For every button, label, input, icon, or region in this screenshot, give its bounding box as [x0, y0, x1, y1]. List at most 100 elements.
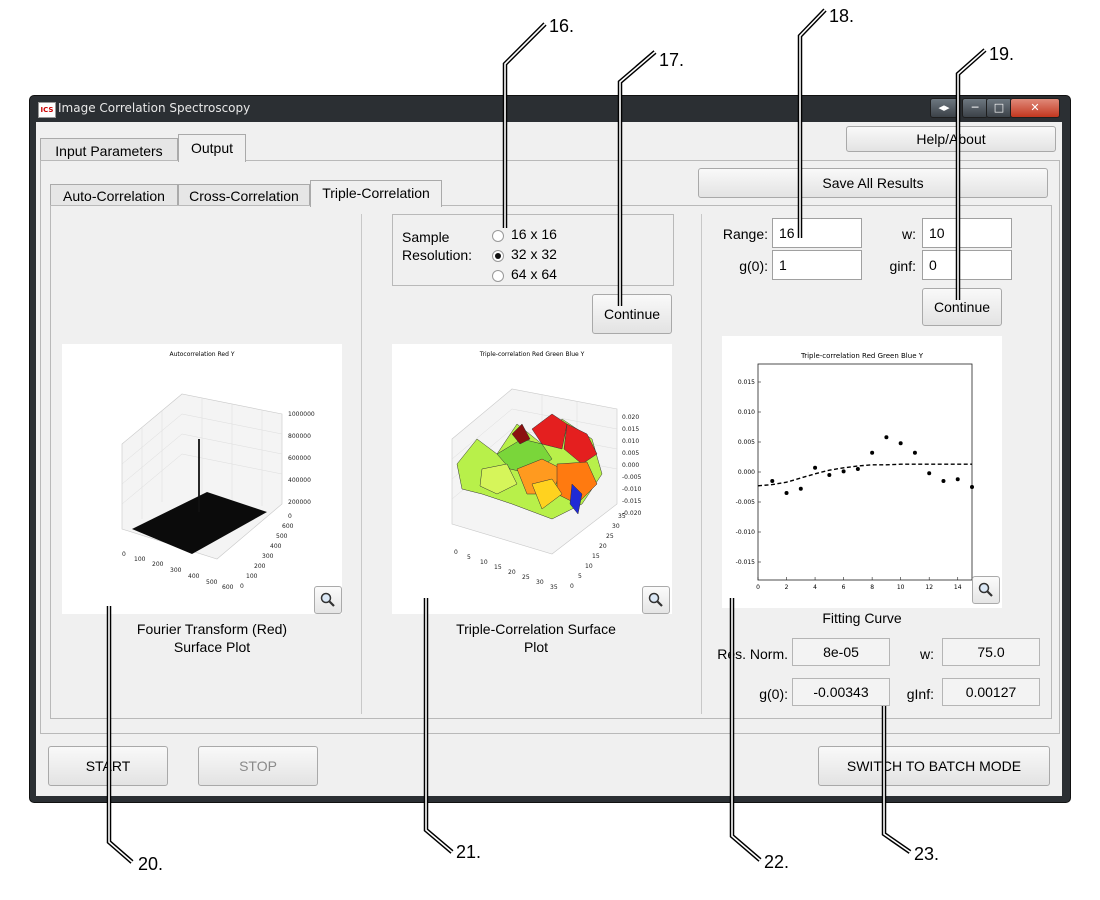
- radio-64x64[interactable]: [492, 270, 504, 282]
- close-icon[interactable]: ✕: [1010, 98, 1060, 118]
- title-bar[interactable]: ICS Image Correlation Spectroscopy ◂▸ ─ …: [30, 96, 1070, 122]
- w-label: w:: [902, 226, 916, 242]
- g0-input[interactable]: 1: [772, 250, 862, 280]
- tick-label: 400000: [288, 477, 311, 484]
- tick-label: 25: [606, 533, 614, 540]
- data-point: [970, 485, 974, 489]
- range-label: Range:: [722, 226, 768, 242]
- tick-label: -0.020: [622, 510, 642, 517]
- y-tick-label: 0.015: [738, 379, 755, 386]
- tab-input-parameters[interactable]: Input Parameters: [40, 138, 178, 161]
- callout-21: 21.: [456, 842, 481, 862]
- tick-label: 5: [578, 573, 582, 580]
- fitting-curve-svg: Triple-correlation Red Green Blue Y -0.0…: [736, 352, 974, 591]
- triple-correlation-surface-plot: Triple-correlation Red Green Blue Y: [392, 344, 672, 614]
- range-input[interactable]: 16: [772, 218, 862, 248]
- result-ginf-value: 0.00127: [942, 678, 1040, 706]
- tick-label: 200: [254, 563, 266, 570]
- tick-label: 0.015: [622, 426, 639, 433]
- tab-output[interactable]: Output: [178, 134, 246, 162]
- tick-label: 600000: [288, 455, 311, 462]
- triple-surface-svg: Triple-correlation Red Green Blue Y: [451, 351, 642, 591]
- tick-label: 15: [592, 553, 600, 560]
- tick-label: 0.010: [622, 438, 639, 445]
- radio-label: 64 x 64: [511, 266, 557, 282]
- y-axis-ticks: -0.015 -0.010 -0.005 0.000 0.005 0.010 0.015: [736, 379, 761, 566]
- y-tick-label: 0.005: [738, 439, 755, 446]
- y-tick-label: 0.000: [738, 469, 755, 476]
- surface-mesh: [456, 413, 603, 520]
- data-point: [955, 477, 960, 482]
- tick-label: 10: [480, 559, 488, 566]
- tick-label: 0: [570, 583, 574, 590]
- leader-lines-inner: [108, 9, 986, 863]
- x-tick-label: 14: [954, 584, 962, 591]
- callout-16: 16.: [549, 16, 574, 36]
- save-all-results-button[interactable]: Save All Results: [698, 168, 1048, 198]
- x-tick-label: 0: [756, 584, 760, 591]
- zoom-button-left[interactable]: [314, 586, 342, 614]
- subtab-auto-correlation[interactable]: Auto-Correlation: [50, 184, 178, 206]
- z-axis-ticks: 1000000 800000 600000 400000 200000 0: [288, 411, 315, 520]
- zoom-button-right[interactable]: [972, 576, 1000, 604]
- tick-label: -0.015: [622, 498, 642, 505]
- radio-label: 32 x 32: [511, 246, 557, 262]
- tick-label: 0: [122, 551, 126, 558]
- tick-label: 0: [240, 583, 244, 590]
- result-w-label: w:: [920, 646, 934, 662]
- fit-plot-title: Triple-correlation Red Green Blue Y: [800, 352, 924, 360]
- sample-resolution-group: [392, 214, 674, 286]
- radio-16x16[interactable]: [492, 230, 504, 242]
- continue-button-resolution[interactable]: Continue: [592, 294, 672, 334]
- left-plot-caption: Fourier Transform (Red) Surface Plot: [136, 621, 288, 655]
- result-g0-label: g(0):: [759, 686, 788, 702]
- fourier-surface-svg: Autocorrelation Red Y 1000000 800000 600…: [121, 351, 315, 591]
- resnorm-value: 8e-05: [792, 638, 890, 666]
- x-axis-ticks: 0 2 4 6 8 10 12 14: [756, 577, 962, 591]
- subtab-triple-correlation[interactable]: Triple-Correlation: [310, 180, 442, 207]
- tick-label: 0: [454, 549, 458, 556]
- x-tick-label: 10: [897, 584, 905, 591]
- zoom-button-mid[interactable]: [642, 586, 670, 614]
- tick-label: 25: [522, 574, 530, 581]
- data-point: [855, 467, 860, 471]
- tick-label: 1000000: [288, 411, 315, 418]
- tick-label: 500: [206, 579, 218, 586]
- data-point: [841, 469, 846, 474]
- tick-label: 600: [222, 584, 234, 591]
- w-input[interactable]: 10: [922, 218, 1012, 248]
- separator: [361, 214, 362, 714]
- x-tick-label: 4: [813, 584, 817, 591]
- resnorm-label: Res. Norm.: [717, 646, 788, 662]
- sample-resolution-label: Sample Resolution:: [402, 229, 473, 263]
- data-points: [770, 435, 974, 495]
- radio-32x32[interactable]: [492, 250, 504, 262]
- callout-23: 23.: [914, 844, 939, 864]
- fitting-curve-plot: Triple-correlation Red Green Blue Y -0.0…: [722, 336, 1002, 608]
- data-point: [898, 441, 903, 446]
- callout-19: 19.: [989, 44, 1014, 64]
- y-tick-label: -0.005: [736, 499, 756, 506]
- tick-label: 20: [508, 569, 516, 576]
- tick-label: 600: [282, 523, 294, 530]
- g0-label: g(0):: [739, 258, 768, 274]
- ginf-input[interactable]: 0: [922, 250, 1012, 280]
- switch-to-batch-mode-button[interactable]: SWITCH TO BATCH MODE: [818, 746, 1050, 786]
- y-tick-label: -0.010: [736, 529, 756, 536]
- y-tick-label: 0.010: [738, 409, 755, 416]
- result-g0-value: -0.00343: [792, 678, 890, 706]
- magnifier-icon: [648, 592, 663, 607]
- continue-button-fit[interactable]: Continue: [922, 288, 1002, 326]
- tick-label: -0.005: [622, 474, 642, 481]
- fit-line: [757, 463, 972, 487]
- data-point: [912, 450, 917, 455]
- stop-button[interactable]: STOP: [198, 746, 318, 786]
- help-about-button[interactable]: Help/About: [846, 126, 1056, 152]
- data-point: [813, 465, 818, 470]
- tick-label: 20: [599, 543, 607, 550]
- subtab-cross-correlation[interactable]: Cross-Correlation: [178, 184, 310, 206]
- x-tick-label: 8: [870, 584, 874, 591]
- separator: [701, 214, 702, 714]
- surface-base: [132, 492, 267, 554]
